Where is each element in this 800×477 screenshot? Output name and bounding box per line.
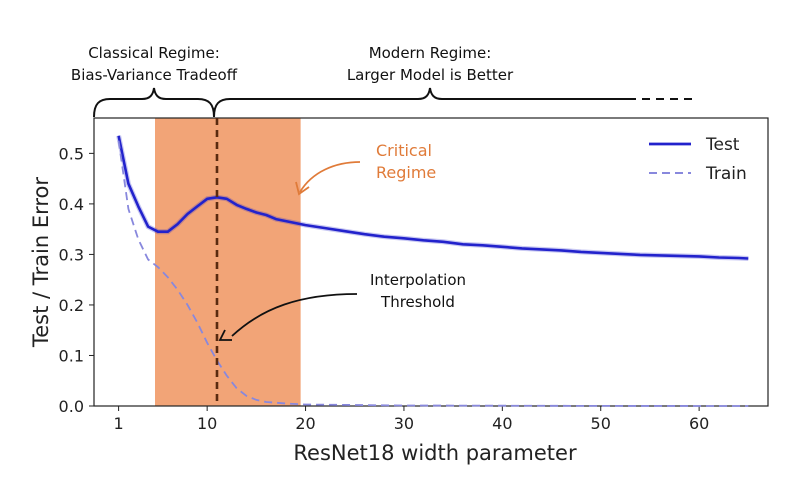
x-tick-label: 60 — [689, 414, 709, 433]
critical-regime-shade — [155, 118, 301, 406]
series-layer — [116, 135, 749, 407]
critical-regime-arrow — [299, 161, 361, 193]
critical-regime-label-line1: Critical — [376, 141, 432, 160]
legend-test-label: Test — [705, 135, 740, 155]
series-line-test — [117, 135, 749, 260]
x-tick-label: 10 — [197, 414, 217, 433]
regime-braces — [93, 87, 695, 118]
classical-regime-label-line2: Bias-Variance Tradeoff — [71, 66, 238, 84]
y-tick-label: 0.0 — [59, 397, 84, 416]
legend: Test Train — [649, 135, 747, 184]
y-tick-label: 0.5 — [59, 144, 84, 163]
y-tick-label: 0.2 — [59, 296, 84, 315]
modern-regime-label-line1: Modern Regime: — [369, 44, 492, 62]
modern-regime-label-line2: Larger Model is Better — [347, 66, 514, 84]
x-tick-label: 40 — [492, 414, 512, 433]
modern-brace — [213, 87, 628, 118]
critical-regime-arrowhead — [295, 181, 310, 196]
classical-brace — [93, 87, 215, 118]
series-line-train — [117, 140, 749, 407]
y-tick-label: 0.4 — [59, 195, 84, 214]
x-tick-label: 20 — [295, 414, 315, 433]
y-axis-ticks: 0.0 0.1 0.2 0.3 0.4 0.5 — [59, 144, 94, 416]
x-axis-ticks: 1 10 20 30 40 50 60 — [114, 406, 709, 433]
plot-area-border — [93, 117, 769, 407]
interpolation-threshold-arrowhead — [218, 329, 232, 341]
x-axis-title: ResNet18 width parameter — [293, 441, 577, 465]
legend-train-label: Train — [705, 164, 747, 184]
y-axis-title: Test / Train Error — [29, 177, 53, 348]
x-tick-label: 50 — [591, 414, 611, 433]
y-tick-label: 0.3 — [59, 245, 84, 264]
interpolation-threshold-arrow — [231, 293, 358, 337]
x-tick-label: 30 — [394, 414, 414, 433]
interpolation-threshold-label-line2: Threshold — [380, 293, 455, 311]
plot-frame — [93, 117, 769, 407]
classical-regime-label-line1: Classical Regime: — [88, 44, 220, 62]
interpolation-threshold-label-line1: Interpolation — [370, 271, 466, 289]
critical-regime-label-line2: Regime — [376, 163, 436, 182]
x-tick-label: 1 — [114, 414, 124, 433]
y-tick-label: 0.1 — [59, 346, 84, 365]
